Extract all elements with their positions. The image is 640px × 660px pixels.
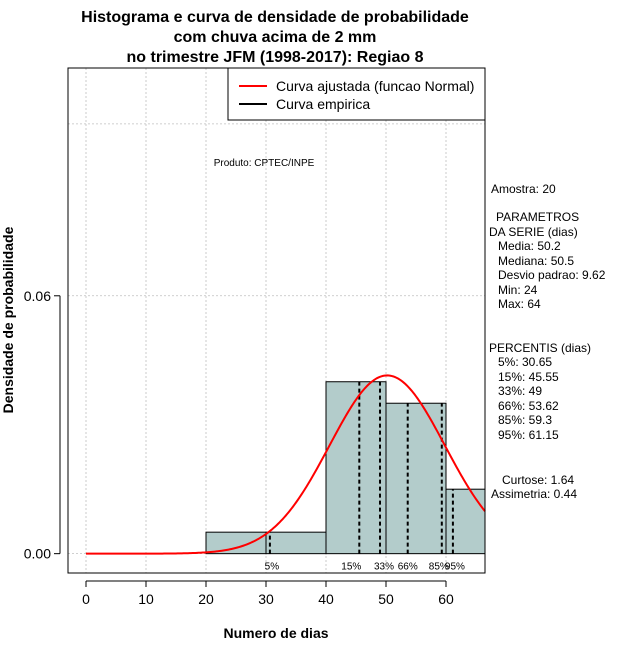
percentile-label: 5% <box>265 562 280 573</box>
fit-curve-group <box>86 374 486 555</box>
y-axis: 0.00 0.06 <box>24 288 61 562</box>
x-tick-label: 40 <box>318 591 334 607</box>
percentil-85: 85%: 59.3 <box>498 413 552 427</box>
param-media: Media: 50.2 <box>498 239 561 253</box>
histogram-bar <box>445 488 486 555</box>
percentis-title: PERCENTIS (dias) <box>489 341 591 355</box>
percentile-label: 85% <box>429 562 449 573</box>
legend-box <box>227 67 486 121</box>
grid-lines <box>68 68 485 573</box>
y-tick-label: 0.06 <box>24 288 51 304</box>
skewness: Assimetria: 0.44 <box>491 487 577 501</box>
title-line-1: Histograma e curva de densidade de proba… <box>81 9 469 26</box>
title-line-3: no trimestre JFM (1998-2017): Regiao 8 <box>127 49 424 66</box>
x-tick-label: 20 <box>198 591 214 607</box>
param-min: Min: 24 <box>498 283 538 297</box>
percentile-label: 95% <box>445 562 465 573</box>
percentile-labels: 5% 15% 33% 66% 85%95% <box>265 562 465 573</box>
percentile-label: 33% <box>374 562 394 573</box>
x-tick-label: 60 <box>438 591 454 607</box>
x-axis: 0 10 20 30 40 50 60 <box>82 580 454 607</box>
x-tick-label: 10 <box>138 591 154 607</box>
stats-panel: Amostra: 20 PARAMETROS DA SERIE (dias) M… <box>489 182 606 501</box>
product-annotation: Produto: CPTEC/INPE <box>214 158 315 169</box>
y-tick-label: 0.00 <box>24 546 51 562</box>
histogram-bar <box>205 531 267 555</box>
sample-size: Amostra: 20 <box>491 182 556 196</box>
histogram-bar <box>385 402 447 555</box>
x-axis-label: Numero de dias <box>223 625 328 641</box>
histogram-bar <box>325 381 387 555</box>
percentile-label: 66% <box>398 562 418 573</box>
legend-empirical-label: Curva empirica <box>276 96 370 112</box>
percentile-label: 15% <box>341 562 361 573</box>
x-tick-label: 30 <box>258 591 274 607</box>
percentile-lines <box>268 381 454 554</box>
chart-title: Histograma e curva de densidade de proba… <box>81 9 469 66</box>
param-desvio: Desvio padrao: 9.62 <box>498 268 606 282</box>
params-title-2: DA SERIE (dias) <box>489 225 578 239</box>
normal-fit-curve <box>86 374 486 555</box>
x-tick-label: 50 <box>378 591 394 607</box>
y-axis-label: Densidade de probabilidade <box>0 226 16 413</box>
x-tick-label: 0 <box>82 591 90 607</box>
legend-fit-label: Curva ajustada (funcao Normal) <box>276 78 474 94</box>
param-max: Max: 64 <box>498 297 541 311</box>
percentil-33: 33%: 49 <box>498 384 542 398</box>
percentil-15: 15%: 45.55 <box>498 370 559 384</box>
param-mediana: Mediana: 50.5 <box>498 254 574 268</box>
legend: Curva ajustada (funcao Normal) Curva emp… <box>227 67 486 121</box>
percentil-66: 66%: 53.62 <box>498 399 559 413</box>
percentil-95: 95%: 61.15 <box>498 428 559 442</box>
histogram-bar <box>265 531 327 555</box>
percentil-5: 5%: 30.65 <box>498 355 552 369</box>
histogram-bars <box>205 381 486 555</box>
title-line-2: com chuva acima de 2 mm <box>174 29 377 46</box>
kurtosis: Curtose: 1.64 <box>502 473 574 487</box>
params-title-1: PARAMETROS <box>496 210 579 224</box>
